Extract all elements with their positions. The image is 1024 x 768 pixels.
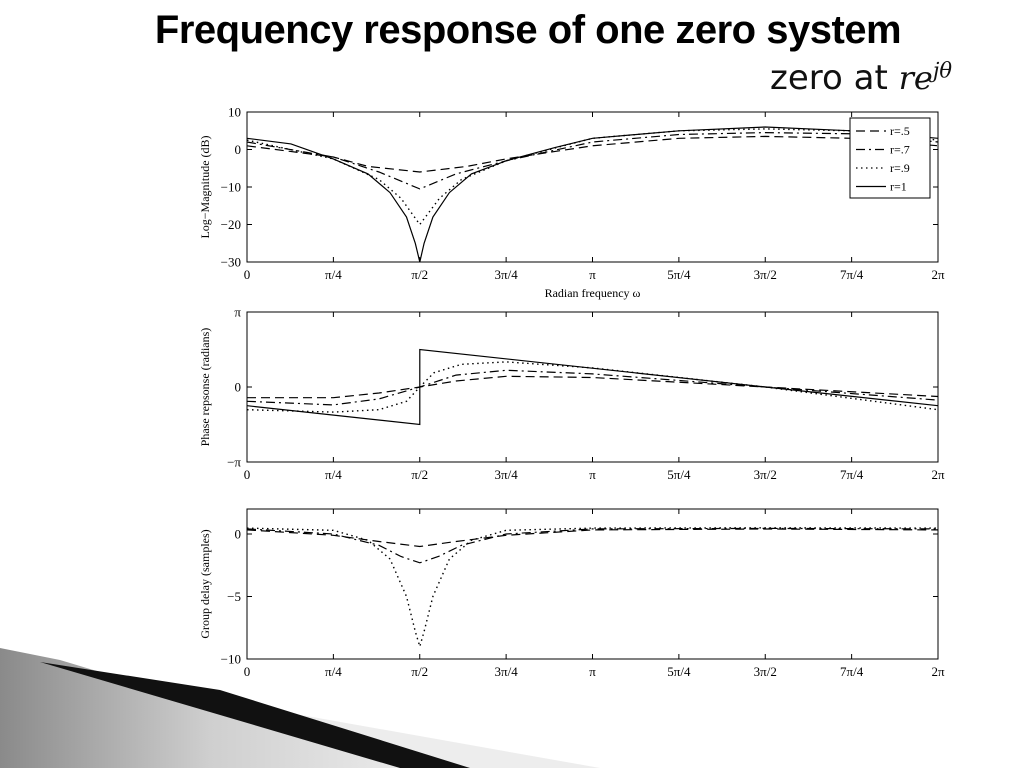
- x-tick-label: 3π/2: [754, 664, 777, 679]
- series-line-r5: [246, 528, 939, 548]
- x-tick-label: 3π/4: [495, 267, 519, 282]
- subtitle-math-base: re: [898, 59, 933, 97]
- y-tick-label: −30: [221, 255, 241, 270]
- legend-entry: r=1: [890, 180, 907, 194]
- x-tick-label: 2π: [931, 467, 945, 482]
- y-tick-label: −10: [221, 180, 241, 195]
- legend-entry: r=.9: [890, 161, 910, 175]
- x-tick-label: 5π/4: [667, 664, 691, 679]
- y-axis-label: Log−Magnitude (dB): [198, 135, 212, 238]
- series-line-r7: [246, 369, 939, 406]
- plot-frame-1: [246, 111, 939, 263]
- x-tick-label: π: [589, 664, 596, 679]
- x-axis-label: Radian frequency ω: [545, 286, 641, 300]
- legend-box: [849, 117, 931, 199]
- x-tick-label: 7π/4: [840, 664, 864, 679]
- y-tick-label: 0: [235, 142, 242, 157]
- x-tick-label: 7π/4: [840, 467, 864, 482]
- x-tick-label: 3π/2: [754, 467, 777, 482]
- subtitle-text: zero at: [770, 58, 888, 98]
- x-tick-label: 3π/4: [495, 664, 519, 679]
- x-tick-label: 5π/4: [667, 467, 691, 482]
- x-tick-label: 0: [244, 664, 251, 679]
- x-tick-label: π/2: [411, 467, 428, 482]
- series-line-r1: [246, 126, 939, 263]
- x-tick-label: π/2: [411, 267, 428, 282]
- legend-entry: r=.5: [890, 124, 910, 138]
- plot-frame-2: [246, 311, 939, 463]
- swoosh-black-band: [40, 662, 470, 768]
- y-tick-label: π: [234, 305, 241, 320]
- series-line-r9: [246, 128, 939, 226]
- series-line-r5: [246, 135, 939, 173]
- x-tick-label: π/4: [325, 664, 342, 679]
- series-line-r1: [246, 348, 939, 426]
- series-line-r7: [246, 527, 939, 564]
- y-axis-label: Group delay (samples): [198, 529, 212, 638]
- plot-frame-3: [246, 508, 939, 660]
- series-line-r7: [246, 131, 939, 190]
- x-tick-label: π/4: [325, 267, 342, 282]
- subtitle-math-exponent: jθ: [932, 58, 952, 83]
- y-tick-label: −π: [227, 455, 241, 470]
- x-tick-label: 3π/2: [754, 267, 777, 282]
- slide-title: Frequency response of one zero system: [154, 8, 902, 52]
- series-line-r9: [246, 527, 939, 649]
- x-tick-label: 0: [244, 267, 251, 282]
- y-tick-label: −20: [221, 217, 241, 232]
- y-tick-label: −5: [227, 589, 241, 604]
- series-line-r5: [247, 375, 939, 399]
- y-tick-label: −10: [221, 652, 241, 667]
- series-line-r9: [246, 361, 939, 413]
- x-tick-label: 7π/4: [840, 267, 864, 282]
- x-tick-label: π: [589, 467, 596, 482]
- x-tick-label: 0: [244, 467, 251, 482]
- x-tick-label: π/2: [411, 664, 428, 679]
- slide-subtitle: zero at rejθ: [770, 58, 952, 98]
- y-axis-label: Phase repsonse (radians): [198, 328, 212, 447]
- subtitle-math: rejθ: [898, 58, 952, 97]
- x-tick-label: 2π: [931, 267, 945, 282]
- x-tick-label: 5π/4: [667, 267, 691, 282]
- x-tick-label: 3π/4: [495, 467, 519, 482]
- y-tick-label: 0: [235, 380, 242, 395]
- x-tick-label: 2π: [931, 664, 945, 679]
- y-tick-label: 0: [235, 527, 242, 542]
- x-tick-label: π: [589, 267, 596, 282]
- x-tick-label: π/4: [325, 467, 342, 482]
- legend-entry: r=.7: [890, 143, 910, 157]
- y-tick-label: 10: [228, 105, 241, 120]
